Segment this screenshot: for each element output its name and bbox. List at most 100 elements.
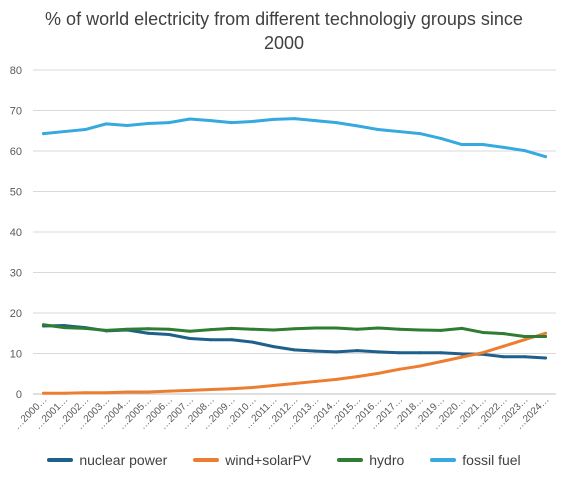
data-point-hydro	[376, 326, 380, 330]
data-point-fossil-fuel	[439, 136, 443, 140]
data-point-nuclear-power	[188, 337, 192, 341]
data-point-wind-solarpv	[209, 388, 213, 392]
data-point-nuclear-power	[230, 338, 234, 342]
data-point-fossil-fuel	[418, 132, 422, 136]
legend-label: nuclear power	[79, 452, 168, 468]
data-point-wind-solarpv	[439, 360, 443, 364]
data-point-hydro	[104, 328, 108, 332]
y-tick-label: 30	[10, 268, 22, 280]
data-point-nuclear-power	[502, 355, 506, 359]
data-point-wind-solarpv	[125, 390, 129, 394]
data-point-fossil-fuel	[355, 124, 359, 128]
y-tick-label: 80	[10, 65, 22, 77]
data-point-nuclear-power	[313, 349, 317, 353]
data-point-wind-solarpv	[146, 390, 150, 394]
data-point-hydro	[439, 328, 443, 332]
data-point-fossil-fuel	[376, 128, 380, 132]
data-point-hydro	[502, 332, 506, 336]
y-tick-label: 10	[10, 349, 22, 361]
data-point-fossil-fuel	[272, 117, 276, 121]
data-point-nuclear-power	[460, 352, 464, 356]
data-point-fossil-fuel	[481, 143, 485, 147]
data-point-hydro	[397, 327, 401, 331]
data-point-wind-solarpv	[355, 375, 359, 379]
data-point-fossil-fuel	[125, 123, 129, 127]
data-point-hydro	[418, 328, 422, 332]
data-point-fossil-fuel	[523, 149, 527, 153]
chart-title-line-2: 2000	[263, 33, 305, 53]
data-point-wind-solarpv	[167, 389, 171, 393]
data-point-nuclear-power	[376, 350, 380, 354]
data-point-wind-solarpv	[313, 379, 317, 383]
data-point-wind-solarpv	[334, 377, 338, 381]
data-point-wind-solarpv	[397, 367, 401, 371]
legend-item: wind+solarPV	[193, 452, 311, 468]
legend-item: hydro	[337, 452, 404, 468]
data-point-wind-solarpv	[251, 386, 255, 390]
data-point-hydro	[146, 327, 150, 331]
data-point-nuclear-power	[146, 331, 150, 335]
data-point-fossil-fuel	[334, 121, 338, 125]
data-point-fossil-fuel	[62, 130, 66, 134]
data-point-wind-solarpv	[418, 364, 422, 368]
data-point-nuclear-power	[272, 345, 276, 349]
legend: nuclear power wind+solarPV hydro fossil fue…	[0, 452, 568, 468]
data-point-wind-solarpv	[293, 381, 296, 385]
data-point-wind-solarpv	[523, 338, 527, 342]
data-point-fossil-fuel	[502, 145, 506, 149]
data-point-nuclear-power	[523, 355, 527, 359]
data-point-hydro	[188, 329, 192, 333]
legend-item: fossil fuel	[430, 452, 521, 468]
data-point-wind-solarpv	[272, 383, 276, 387]
legend-swatch	[337, 458, 364, 462]
data-point-hydro	[481, 330, 485, 334]
data-point-hydro	[209, 328, 213, 332]
data-point-hydro	[544, 334, 548, 338]
data-point-wind-solarpv	[62, 391, 66, 395]
data-point-hydro	[125, 327, 129, 331]
data-point-nuclear-power	[355, 349, 359, 353]
data-point-fossil-fuel	[104, 122, 108, 126]
legend-label: fossil fuel	[462, 452, 521, 468]
data-point-fossil-fuel	[167, 121, 171, 125]
data-point-hydro	[313, 326, 317, 330]
data-point-fossil-fuel	[209, 119, 213, 123]
data-point-wind-solarpv	[544, 331, 548, 335]
data-point-hydro	[334, 326, 338, 330]
series-line-hydro	[41, 323, 548, 338]
chart-title-line-1: % of world electricity from different te…	[45, 9, 523, 29]
data-point-wind-solarpv	[460, 355, 464, 359]
y-tick-label: 40	[10, 227, 22, 239]
data-point-wind-solarpv	[83, 391, 87, 395]
data-point-hydro	[251, 327, 255, 331]
y-tick-label: 70	[10, 106, 22, 118]
data-point-hydro	[523, 334, 527, 338]
data-point-wind-solarpv	[376, 371, 380, 375]
legend-swatch	[430, 458, 457, 462]
data-point-fossil-fuel	[83, 128, 87, 132]
data-point-hydro	[460, 326, 464, 330]
data-point-wind-solarpv	[502, 344, 506, 348]
data-point-nuclear-power	[293, 348, 296, 352]
data-point-wind-solarpv	[230, 387, 234, 391]
legend-label: hydro	[369, 452, 405, 468]
data-point-fossil-fuel	[293, 117, 296, 121]
data-point-hydro	[272, 328, 276, 332]
data-point-nuclear-power	[209, 338, 213, 342]
legend-label: wind+solarPV	[225, 452, 312, 468]
data-point-fossil-fuel	[188, 117, 192, 121]
y-tick-label: 50	[10, 187, 22, 199]
data-point-nuclear-power	[167, 332, 171, 336]
legend-swatch	[47, 458, 74, 462]
data-point-fossil-fuel	[397, 130, 401, 134]
y-tick-label: 20	[10, 308, 22, 320]
data-point-wind-solarpv	[188, 388, 192, 392]
y-tick-label: 60	[10, 146, 22, 158]
data-point-wind-solarpv	[41, 391, 45, 395]
data-point-nuclear-power	[251, 340, 255, 344]
data-point-wind-solarpv	[104, 391, 108, 395]
data-point-fossil-fuel	[544, 155, 548, 159]
data-point-hydro	[41, 323, 45, 327]
